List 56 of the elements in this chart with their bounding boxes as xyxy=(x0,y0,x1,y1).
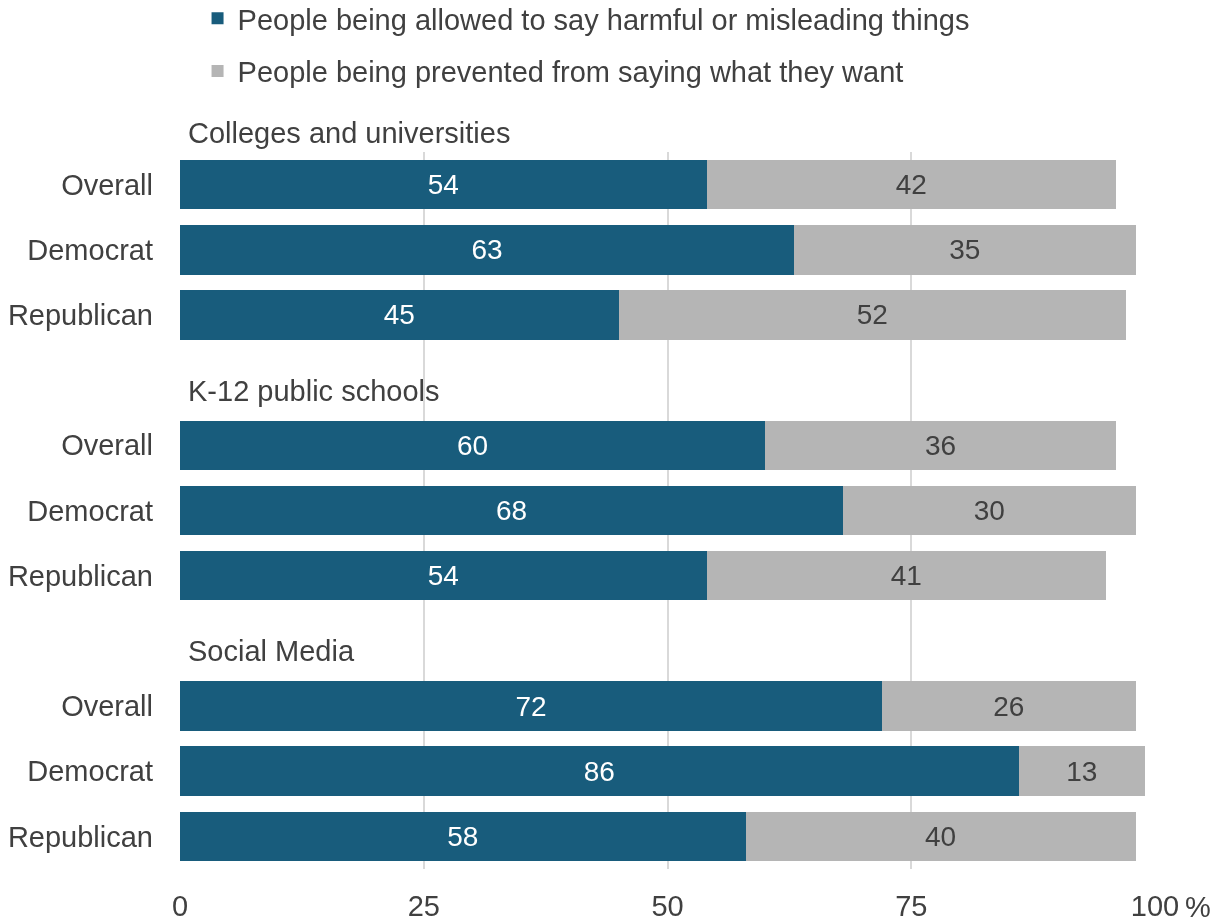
bar xyxy=(180,746,1019,796)
bar xyxy=(180,225,795,275)
data-label: 41 xyxy=(890,560,922,592)
bar xyxy=(1018,746,1146,796)
bar xyxy=(180,485,843,536)
x-axis-title: % xyxy=(1185,891,1211,920)
data-label: 35 xyxy=(949,234,981,266)
data-label: 72 xyxy=(515,690,547,722)
chart-title: Colleges and universities xyxy=(188,117,511,149)
y-tick-label: Overall xyxy=(61,168,153,201)
bar xyxy=(180,550,707,601)
x-tick-label: 50 xyxy=(651,890,684,920)
data-label: 40 xyxy=(924,820,957,852)
y-tick-label: Republican xyxy=(7,820,153,853)
data-label: 13 xyxy=(1066,755,1098,787)
data-label: 42 xyxy=(895,169,927,201)
data-label: 63 xyxy=(471,234,503,266)
y-tick-label: Overall xyxy=(61,690,153,723)
data-label: 52 xyxy=(856,299,888,331)
bar xyxy=(706,550,1107,601)
bar xyxy=(180,420,765,471)
bar xyxy=(180,681,882,731)
y-tick-label: Overall xyxy=(61,429,153,462)
bar xyxy=(706,159,1116,210)
y-tick-label: Democrat xyxy=(27,755,153,788)
bar xyxy=(618,290,1126,340)
data-label: 60 xyxy=(456,429,489,461)
bar xyxy=(745,811,1136,862)
x-tick-label: 0 xyxy=(171,890,189,920)
data-label: 68 xyxy=(495,495,528,526)
bar xyxy=(794,225,1136,275)
y-tick-label: Republican xyxy=(7,299,153,332)
legend-label: People being allowed to say harmful or misleading things xyxy=(237,3,970,36)
x-tick-label: 75 xyxy=(895,890,928,920)
chart-title: Social Media xyxy=(188,635,355,667)
bar xyxy=(882,681,1136,731)
data-label: 58 xyxy=(447,820,479,852)
data-label: 36 xyxy=(924,429,957,461)
data-label: 45 xyxy=(383,299,415,331)
data-label: 54 xyxy=(427,169,459,201)
y-tick-label: Democrat xyxy=(27,494,153,527)
bar xyxy=(180,290,619,340)
data-label: 26 xyxy=(993,690,1025,722)
x-tick-label: 100 xyxy=(1130,890,1180,920)
data-label: 30 xyxy=(973,495,1005,526)
legend-label: People being prevented from saying what they want xyxy=(237,56,904,89)
y-tick-label: Republican xyxy=(7,559,153,592)
chart-title: K-12 public schools xyxy=(188,375,440,407)
bar xyxy=(843,485,1136,536)
data-label: 86 xyxy=(583,755,615,787)
bar xyxy=(765,420,1116,471)
x-tick-label: 25 xyxy=(407,890,440,920)
bar xyxy=(180,811,746,862)
data-label: 54 xyxy=(427,560,459,592)
bar xyxy=(180,159,707,210)
y-tick-label: Democrat xyxy=(27,233,153,266)
